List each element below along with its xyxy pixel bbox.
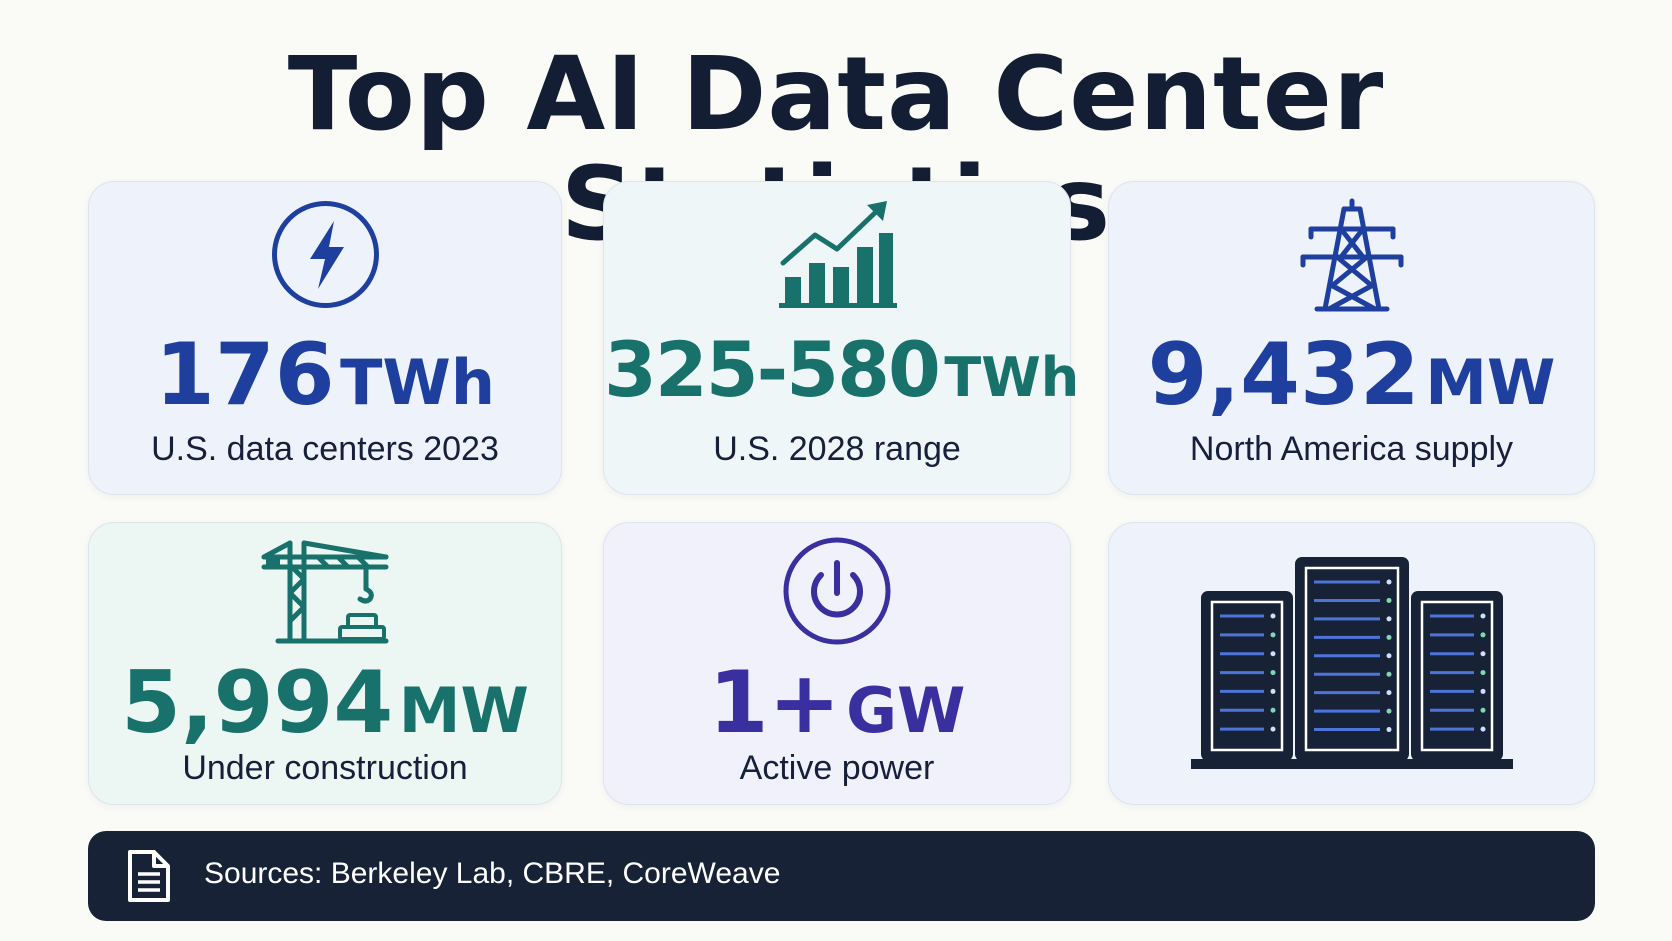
stat-value: 325-580 TWh [604, 325, 1080, 414]
stat-label: Under construction [182, 749, 468, 787]
power-button-icon [604, 535, 1070, 647]
growth-chart-icon [604, 197, 1070, 312]
lightning-bolt-icon [89, 197, 561, 312]
server-racks-icon [1109, 543, 1594, 783]
stat-card-2028-range: 325-580 TWh U.S. 2028 range [603, 181, 1080, 495]
sources-bar: Sources: Berkeley Lab, CBRE, CoreWeave [88, 831, 1595, 921]
stat-label: Active power [739, 749, 935, 787]
stat-label: North America supply [1189, 430, 1514, 468]
stat-card-under-construction: 5,994 MW Under construction [88, 522, 562, 805]
stat-card-active-power: 1+ GW Active power [603, 522, 1071, 805]
stat-value: 1+ GW [708, 653, 966, 753]
stat-value: 9,432 MW [1147, 325, 1556, 425]
document-icon [124, 848, 174, 909]
sources-text: Sources: Berkeley Lab, CBRE, CoreWeave [204, 857, 781, 890]
stat-value: 5,994 MW [121, 653, 529, 753]
stat-value: 176 TWh [155, 325, 495, 425]
stat-label: U.S. 2028 range [713, 430, 961, 468]
stat-label: U.S. data centers 2023 [151, 430, 499, 468]
construction-crane-icon [89, 535, 561, 647]
stat-card-2023-consumption: 176 TWh U.S. data centers 2023 [88, 181, 562, 495]
stat-card-supply: 9,432 MW North America supply [1108, 181, 1595, 495]
transmission-tower-icon [1109, 197, 1594, 312]
server-illustration-card [1108, 522, 1595, 805]
